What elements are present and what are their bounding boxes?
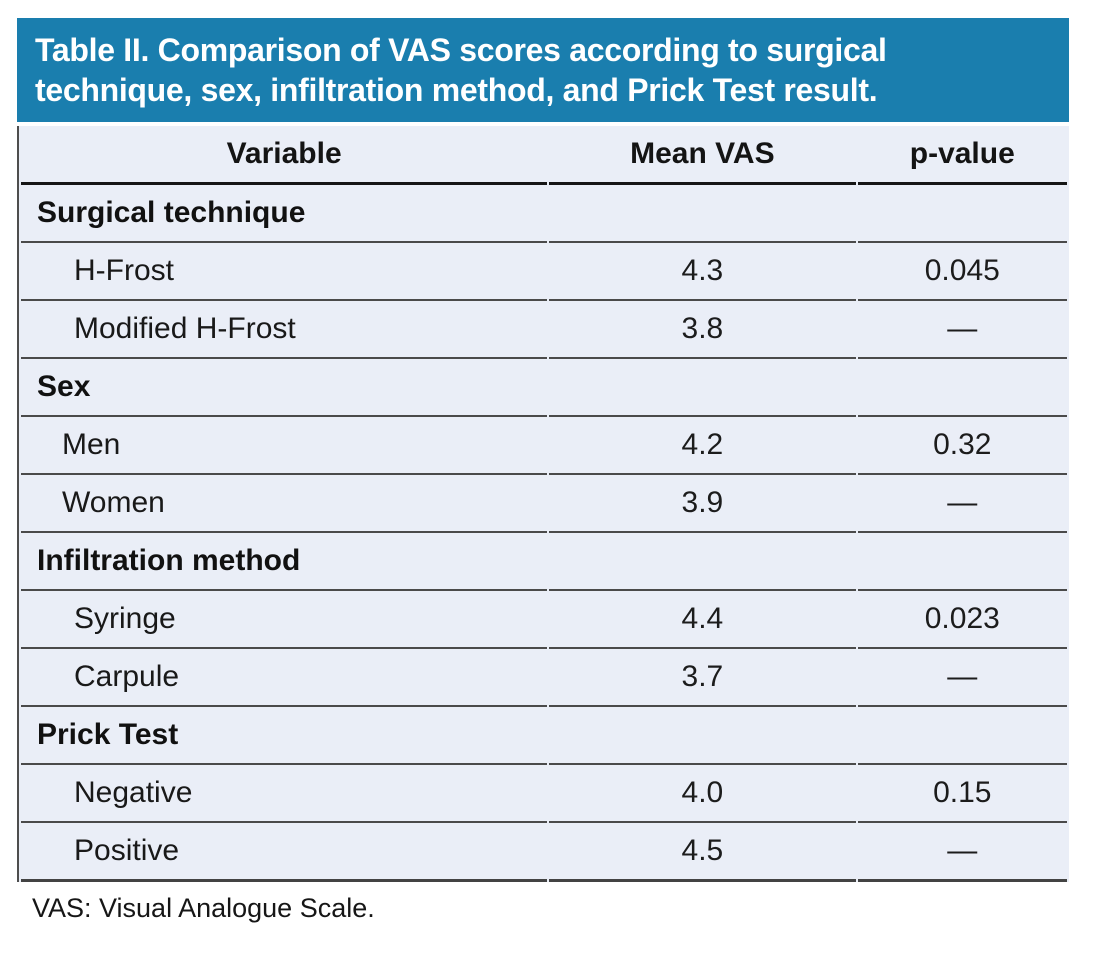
section-label: Prick Test <box>21 707 548 765</box>
mean-vas-value: 4.3 <box>549 243 856 301</box>
table-footnote: VAS: Visual Analogue Scale. <box>32 893 375 923</box>
data-row: Syringe 4.4 0.023 <box>21 591 1067 649</box>
variable-label: Negative <box>21 765 548 823</box>
mean-vas-value <box>549 533 856 591</box>
p-value <box>857 359 1067 417</box>
mean-vas-value: 3.8 <box>549 301 856 359</box>
p-value: — <box>857 649 1067 707</box>
mean-vas-value <box>549 185 856 243</box>
p-value <box>857 533 1067 591</box>
mean-vas-value: 4.0 <box>549 765 856 823</box>
variable-label: Men <box>21 417 548 475</box>
variable-label: Positive <box>21 823 548 882</box>
mean-vas-value: 3.7 <box>549 649 856 707</box>
vas-comparison-table: Variable Mean VAS p-value Surgical techn… <box>17 126 1069 882</box>
mean-vas-value: 4.4 <box>549 591 856 649</box>
data-row: H-Frost 4.3 0.045 <box>21 243 1067 301</box>
variable-label: Syringe <box>21 591 548 649</box>
p-value <box>857 707 1067 765</box>
mean-vas-value <box>549 707 856 765</box>
variable-label: H-Frost <box>21 243 548 301</box>
variable-label: Modified H-Frost <box>21 301 548 359</box>
data-row: Carpule 3.7— <box>21 649 1067 707</box>
p-value: 0.15 <box>857 765 1067 823</box>
mean-vas-value: 3.9 <box>549 475 856 533</box>
p-value: — <box>857 301 1067 359</box>
section-label: Sex <box>21 359 548 417</box>
section-row: Sex <box>21 359 1067 417</box>
p-value: — <box>857 823 1067 882</box>
vas-table-figure: Table II. Comparison of VAS scores accor… <box>17 18 1069 924</box>
section-label: Infiltration method <box>21 533 548 591</box>
column-header-row: Variable Mean VAS p-value <box>21 126 1067 185</box>
data-row: Negative 4.0 0.15 <box>21 765 1067 823</box>
section-label: Surgical technique <box>21 185 548 243</box>
variable-label: Carpule <box>21 649 548 707</box>
p-value: 0.32 <box>857 417 1067 475</box>
data-row: Modified H-Frost 3.8— <box>21 301 1067 359</box>
table-title: Table II. Comparison of VAS scores accor… <box>35 32 887 108</box>
p-value: 0.023 <box>857 591 1067 649</box>
mean-vas-value: 4.5 <box>549 823 856 882</box>
data-row: Women 3.9— <box>21 475 1067 533</box>
col-header-p-value: p-value <box>857 126 1067 185</box>
section-row: Prick Test <box>21 707 1067 765</box>
p-value <box>857 185 1067 243</box>
section-row: Infiltration method <box>21 533 1067 591</box>
variable-label: Women <box>21 475 548 533</box>
mean-vas-value <box>549 359 856 417</box>
p-value: 0.045 <box>857 243 1067 301</box>
table-title-bar: Table II. Comparison of VAS scores accor… <box>17 18 1069 122</box>
col-header-variable: Variable <box>21 126 548 185</box>
p-value: — <box>857 475 1067 533</box>
col-header-mean-vas: Mean VAS <box>549 126 856 185</box>
section-row: Surgical technique <box>21 185 1067 243</box>
mean-vas-value: 4.2 <box>549 417 856 475</box>
data-row: Men 4.2 0.32 <box>21 417 1067 475</box>
data-row: Positive 4.5— <box>21 823 1067 882</box>
